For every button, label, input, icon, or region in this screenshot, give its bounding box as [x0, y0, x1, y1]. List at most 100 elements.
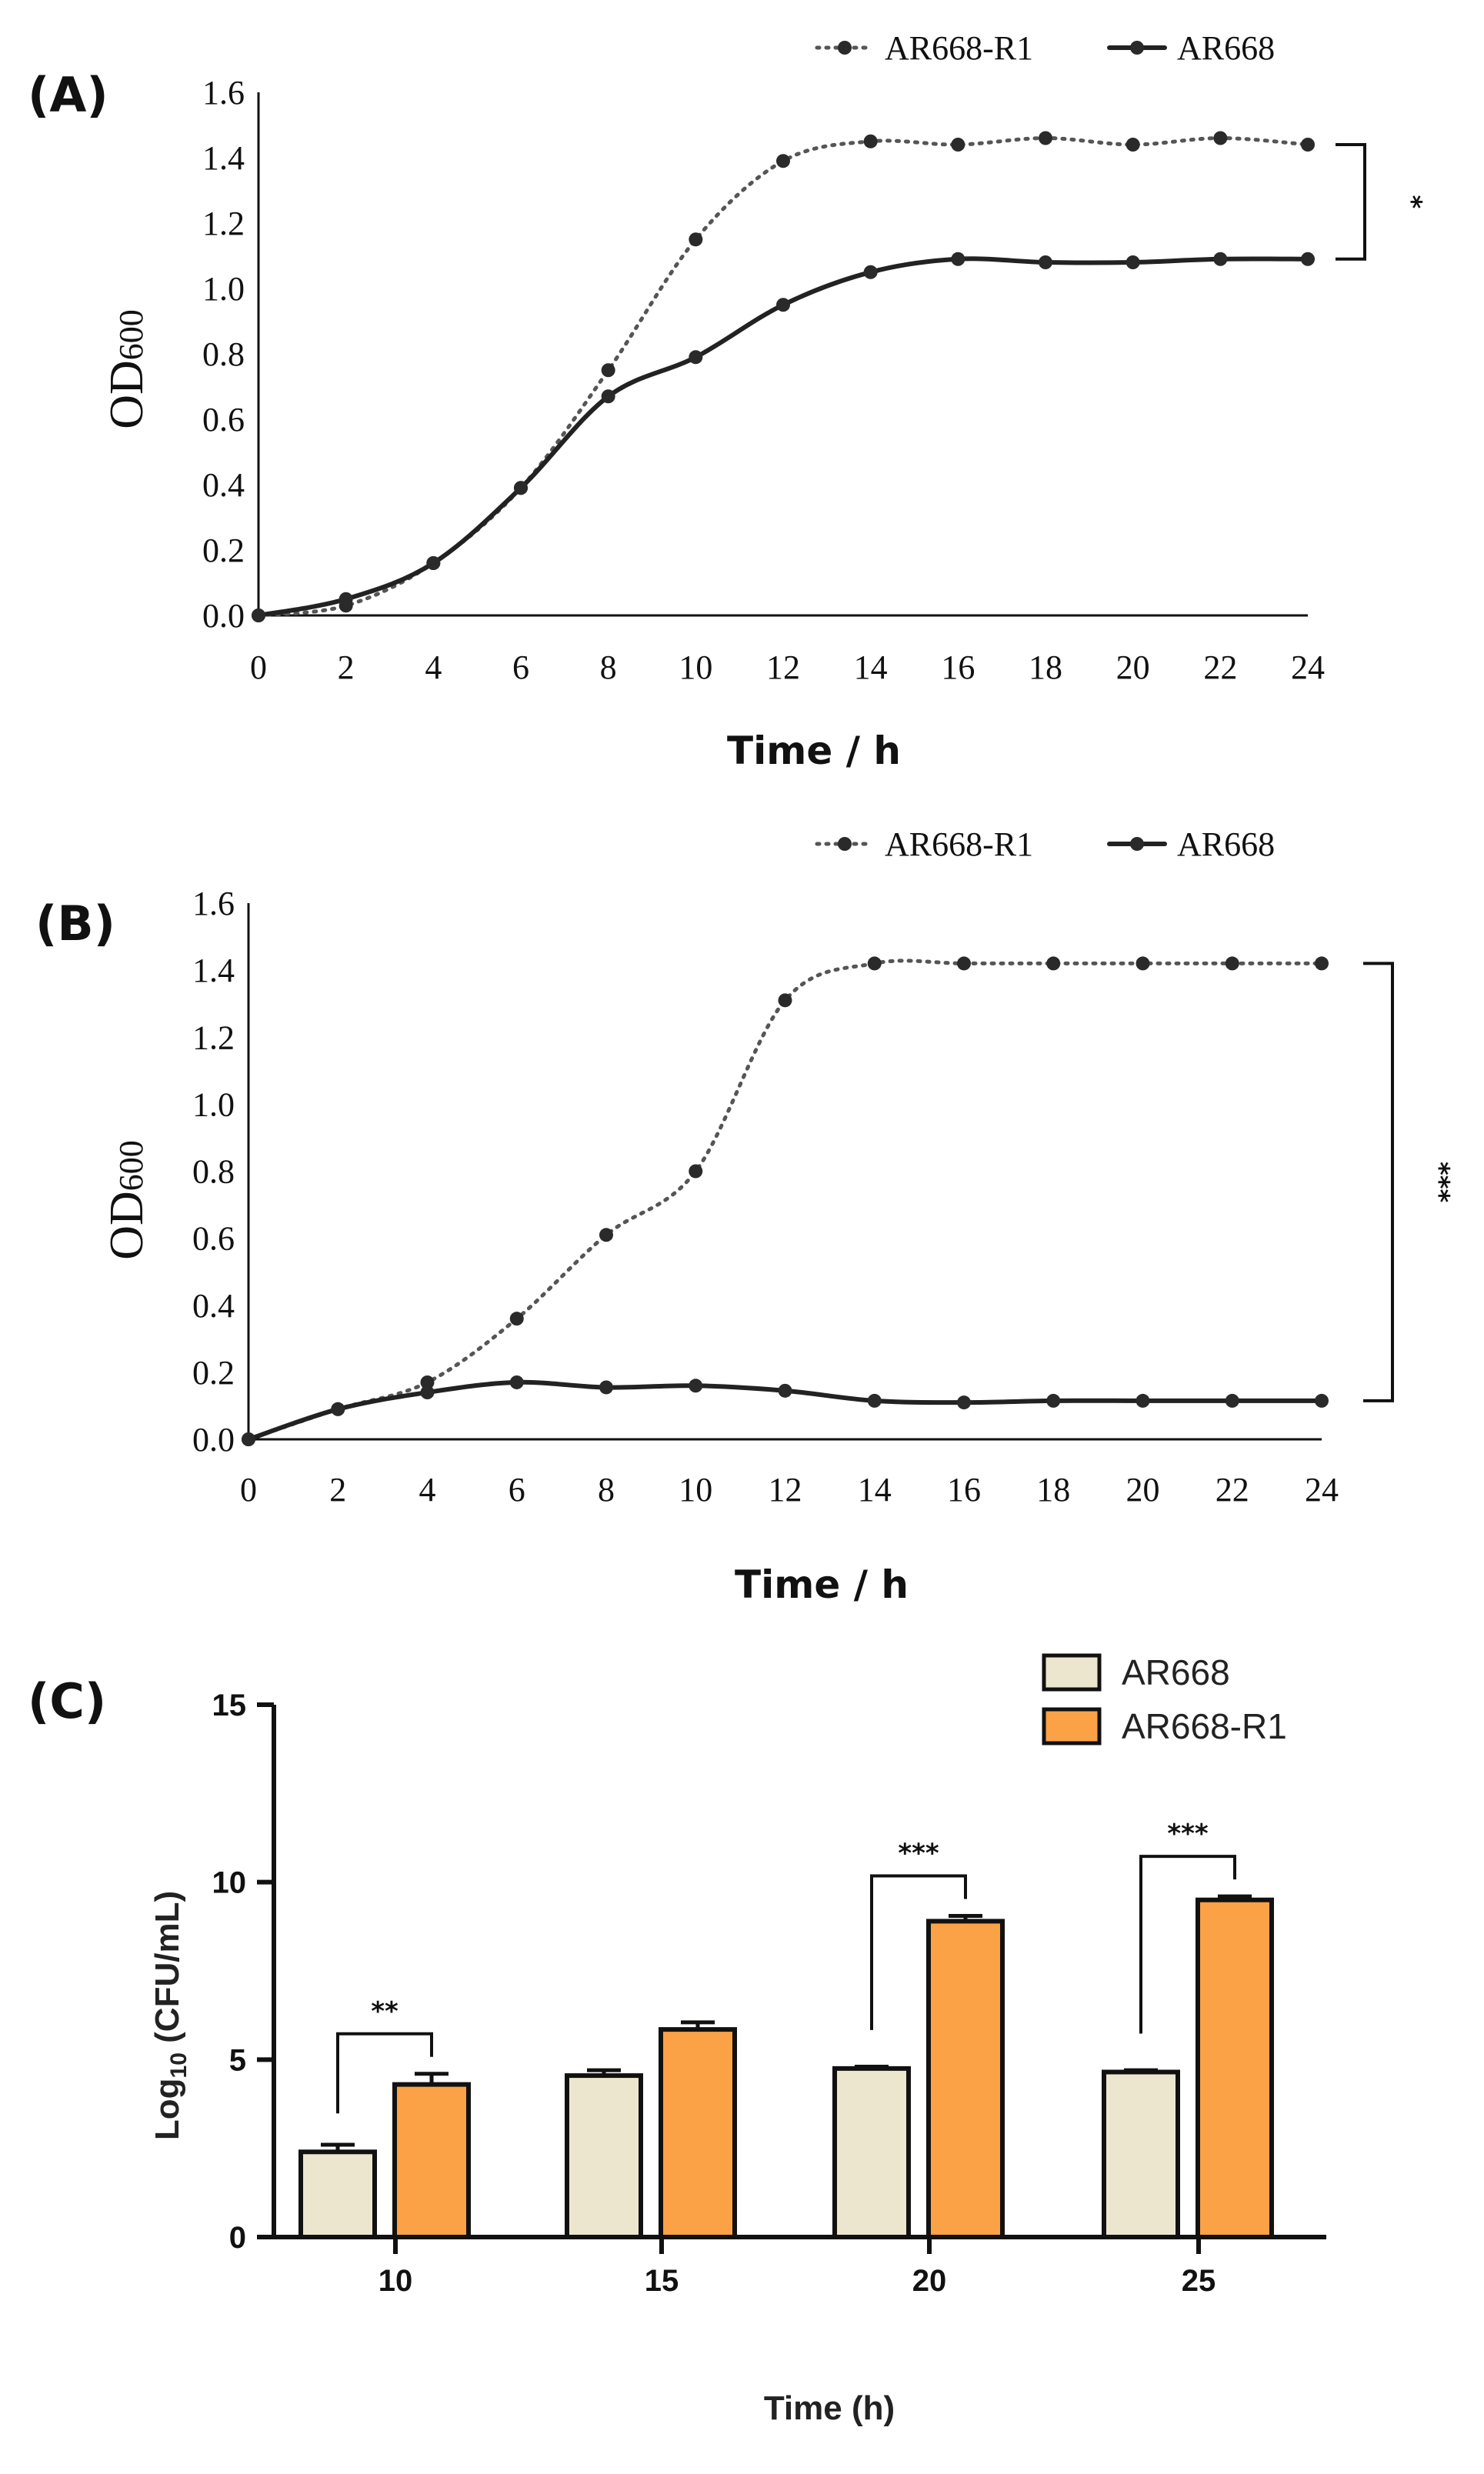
c-significance-bracket — [870, 1874, 967, 2030]
c-y-tick-label: 10 — [212, 1866, 247, 1900]
a-x-tick-label: 10 — [679, 649, 712, 686]
a-x-tick-label: 4 — [425, 649, 442, 686]
b-x-tick-label: 12 — [769, 1471, 802, 1509]
b-data-point — [420, 1385, 435, 1400]
panel-b-y-axis-title: OD600 — [101, 1140, 153, 1260]
b-x-tick-label: 0 — [240, 1471, 257, 1509]
panel-b-label: (B) — [35, 895, 115, 952]
b-x-tick-label: 14 — [858, 1471, 892, 1509]
bar-ar668-15h — [565, 2073, 643, 2239]
b-legend-swatch-marker — [838, 837, 852, 851]
panel-c-y-axis-title-prefix: Log — [148, 2078, 186, 2140]
b-data-point — [1046, 956, 1061, 971]
b-data-point — [867, 956, 882, 971]
panel-c-y-axis-title-subscript: 10 — [166, 2052, 192, 2078]
panel-b-legend: AR668-R1 AR668 — [815, 825, 1275, 863]
b-legend-label: AR668 — [1177, 825, 1275, 863]
c-y-tick-label: 15 — [212, 1689, 247, 1722]
b-data-point — [689, 1379, 703, 1393]
c-x-tick-label: 25 — [1182, 2264, 1216, 2298]
a-data-point — [863, 134, 878, 148]
a-y-tick-label: 0.2 — [202, 532, 245, 569]
panel-b-x-ticks: 0 2 4 6 8 10 12 14 16 18 20 22 24 — [240, 1471, 1339, 1509]
panel-b-x-axis-title: Time / h — [735, 1562, 909, 1607]
b-x-tick-label: 16 — [947, 1471, 981, 1509]
panel-b-significance: *** — [1363, 962, 1455, 1402]
panel-c-y-ticks: 0 5 10 15 — [212, 1689, 274, 2255]
b-data-point — [331, 1402, 345, 1416]
a-data-point — [863, 265, 878, 279]
bar-ar668-20h — [832, 2066, 911, 2240]
b-significance-bracket — [1363, 962, 1394, 1402]
b-y-tick-label: 0.0 — [192, 1421, 235, 1459]
panel-c-x-axis-title: Time (h) — [764, 2389, 895, 2427]
b-y-tick-label: 1.6 — [192, 885, 235, 922]
b-y-tick-label: 0.4 — [192, 1287, 235, 1325]
panel-c-axes — [272, 1705, 1326, 2239]
b-y-tick-label: 1.2 — [192, 1019, 235, 1056]
a-data-point — [1039, 255, 1052, 269]
a-significance-bracket — [1336, 143, 1366, 261]
b-data-point — [1315, 1393, 1329, 1408]
a-legend-swatch-marker — [1130, 41, 1144, 55]
b-data-point — [778, 1383, 792, 1398]
a-legend-label: AR668-R1 — [885, 29, 1033, 67]
a-x-tick-label: 22 — [1203, 649, 1237, 686]
a-data-point — [514, 481, 528, 495]
b-x-tick-label: 18 — [1036, 1471, 1070, 1509]
a-x-tick-label: 24 — [1291, 649, 1325, 686]
a-x-tick-label: 2 — [338, 649, 355, 686]
a-x-tick-label: 16 — [941, 649, 975, 686]
b-data-point — [1225, 1393, 1239, 1408]
b-significance-label: *** — [1424, 1162, 1455, 1203]
a-data-point — [689, 232, 703, 247]
a-data-point — [951, 138, 965, 152]
panel-a-label: (A) — [28, 67, 108, 123]
a-x-tick-label: 14 — [854, 649, 888, 686]
a-y-tick-label: 1.0 — [202, 270, 245, 308]
panel-a-legend: AR668-R1 AR668 — [815, 29, 1275, 67]
b-x-tick-label: 20 — [1126, 1471, 1160, 1509]
c-y-tick-label: 5 — [229, 2043, 246, 2077]
a-x-tick-label: 0 — [250, 649, 267, 686]
panel-a-y-axis-title: OD600 — [101, 309, 153, 429]
a-x-tick-label: 20 — [1116, 649, 1150, 686]
a-data-point — [776, 154, 790, 168]
panel-b-axes — [247, 903, 1322, 1441]
panel-a-y-axis-title-main: OD — [101, 360, 153, 429]
b-y-tick-label: 0.6 — [192, 1220, 235, 1258]
a-data-point — [1301, 138, 1315, 152]
c-legend-swatch — [1042, 1707, 1102, 1745]
a-data-point — [601, 363, 615, 378]
panel-a-series — [252, 131, 1315, 622]
panel-a-axes — [257, 92, 1308, 617]
a-data-point — [1213, 252, 1228, 266]
panel-b-y-ticks: 0.0 0.2 0.4 0.6 0.8 1.0 1.2 1.4 1.6 — [192, 885, 235, 1459]
b-y-tick-label: 1.0 — [192, 1085, 235, 1123]
a-data-point — [1039, 131, 1052, 145]
b-x-tick-label: 24 — [1305, 1471, 1339, 1509]
c-legend-label: AR668 — [1122, 1652, 1230, 1692]
panel-c-y-axis-title-suffix: (CFU/mL) — [148, 1891, 186, 2052]
panel-a-y-axis-title-subscript: 600 — [112, 309, 150, 360]
panel-c-y-axis-title: Log10 (CFU/mL) — [148, 1891, 192, 2140]
a-x-tick-label: 8 — [600, 649, 617, 686]
b-data-point — [1046, 1393, 1061, 1408]
b-x-tick-label: 4 — [419, 1471, 436, 1509]
a-data-point — [1213, 131, 1228, 145]
bar-ar668-25h — [1102, 2069, 1180, 2239]
bar-ar668-r1-10h — [392, 2082, 471, 2240]
c-x-tick-label: 20 — [912, 2264, 947, 2298]
c-significance-label: *** — [1167, 1819, 1209, 1849]
a-x-tick-label: 18 — [1029, 649, 1062, 686]
b-data-point — [778, 993, 792, 1008]
b-data-point — [1225, 956, 1239, 971]
panel-c-legend: AR668 AR668-R1 — [1042, 1652, 1287, 1746]
bar-ar668-r1-15h — [659, 2027, 737, 2240]
a-data-point — [776, 298, 790, 312]
a-x-tick-label: 6 — [512, 649, 529, 686]
b-legend-label: AR668-R1 — [885, 825, 1033, 863]
b-data-point — [509, 1375, 524, 1389]
